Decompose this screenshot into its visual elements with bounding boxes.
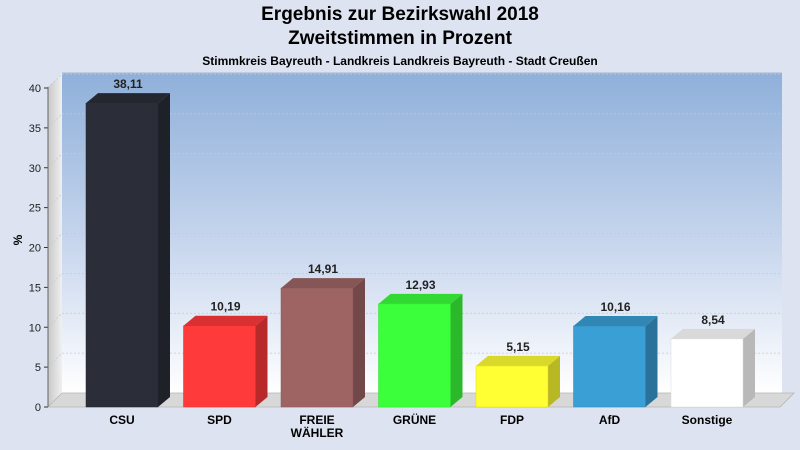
gridline-side bbox=[47, 193, 63, 208]
data-label: 8,54 bbox=[701, 313, 725, 327]
chart-subtitle: Zweitstimmen in Prozent bbox=[288, 28, 512, 49]
y-tick-label: 10 bbox=[29, 322, 41, 334]
gridline-side bbox=[47, 113, 63, 129]
data-label: 5,15 bbox=[506, 340, 530, 354]
data-label: 10,16 bbox=[600, 300, 630, 314]
x-tick-label: AfD bbox=[599, 413, 621, 427]
bar bbox=[670, 338, 744, 408]
x-tick-label: WÄHLER bbox=[291, 425, 344, 440]
gridline-side bbox=[47, 73, 63, 89]
bar-top bbox=[183, 315, 268, 326]
y-tick-label: 20 bbox=[29, 243, 41, 255]
bar-side bbox=[450, 293, 463, 407]
y-axis-label: % bbox=[11, 234, 25, 245]
bar-top bbox=[281, 278, 365, 289]
bar-side bbox=[645, 315, 658, 407]
bar bbox=[280, 287, 354, 408]
bar-top bbox=[378, 293, 463, 304]
bar bbox=[378, 303, 451, 408]
chart-title: Ergebnis zur Bezirkswahl 2018 bbox=[261, 4, 539, 25]
bar bbox=[183, 325, 256, 408]
y-tick-label: 15 bbox=[29, 282, 41, 294]
x-tick-label: CSU bbox=[109, 413, 134, 427]
bar-side bbox=[743, 328, 755, 407]
y-tick-label: 5 bbox=[35, 362, 41, 374]
bar-side bbox=[158, 93, 170, 407]
data-label: 12,93 bbox=[405, 278, 435, 292]
bar bbox=[573, 325, 646, 408]
bar-top bbox=[476, 355, 560, 366]
gridline-side bbox=[47, 233, 63, 248]
gridline-side bbox=[47, 153, 63, 169]
bar-side bbox=[353, 278, 365, 407]
x-tick-label: SPD bbox=[207, 413, 232, 427]
bar-top bbox=[573, 315, 658, 326]
y-tick-label: 35 bbox=[29, 123, 41, 135]
y-tick-label: 0 bbox=[35, 402, 41, 414]
x-tick-label: GRÜNE bbox=[393, 412, 436, 427]
data-label: 38,11 bbox=[113, 77, 143, 91]
gridline-side bbox=[47, 273, 63, 288]
bar-top bbox=[86, 93, 170, 104]
y-tick-label: 40 bbox=[29, 83, 41, 95]
gridline-side bbox=[47, 312, 63, 328]
x-tick-label: Sonstige bbox=[682, 413, 733, 427]
x-tick-label: FREIE bbox=[299, 413, 334, 427]
data-label: 14,91 bbox=[308, 262, 338, 276]
x-tick-label: FDP bbox=[500, 413, 524, 427]
y-tick-label: 30 bbox=[29, 163, 41, 175]
bar-top bbox=[671, 328, 755, 339]
gridline-side bbox=[47, 352, 63, 368]
bar bbox=[475, 365, 549, 408]
plot-side-wall bbox=[48, 73, 62, 407]
bar bbox=[85, 102, 159, 408]
data-label: 10,19 bbox=[210, 300, 240, 314]
chart-location: Stimmkreis Bayreuth - Landkreis Landkrei… bbox=[202, 54, 598, 68]
bar-side bbox=[548, 355, 560, 407]
bar-side bbox=[255, 315, 268, 407]
y-tick-label: 25 bbox=[29, 203, 41, 215]
